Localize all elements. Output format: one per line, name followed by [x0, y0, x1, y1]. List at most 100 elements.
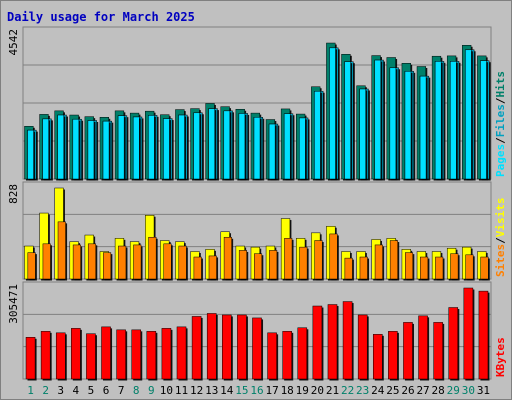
x-tick-label: 1 — [27, 384, 34, 397]
bar-sites-6 — [103, 252, 112, 280]
bar-sites-12 — [193, 256, 202, 280]
y-max-label: 828 — [7, 184, 20, 204]
bar-pages-1 — [27, 129, 34, 180]
x-tick-label: 23 — [356, 384, 369, 397]
bar-sites-3 — [57, 221, 66, 280]
bar-pages-20 — [314, 90, 321, 180]
bar-pages-4 — [72, 118, 80, 180]
series-kbytes — [25, 287, 490, 381]
bar-kbytes-19 — [297, 327, 308, 380]
x-tick-label: 12 — [190, 384, 203, 397]
y-max-label: 305471 — [7, 284, 20, 324]
bar-pages-18 — [283, 113, 291, 180]
bar-sites-8 — [133, 244, 142, 280]
bar-pages-13 — [208, 108, 215, 180]
bar-kbytes-23 — [357, 314, 368, 380]
side-legend: Pages/Files/Hits — [494, 71, 507, 177]
x-tick-label: 22 — [341, 384, 354, 397]
bar-sites-17 — [269, 250, 278, 280]
bar-kbytes-14 — [222, 314, 232, 380]
panel-hits-files-pages: 4542 Pages/Files/Hits — [7, 26, 507, 181]
bar-kbytes-28 — [433, 322, 443, 380]
series-sites — [27, 221, 490, 281]
bar-kbytes-3 — [55, 332, 66, 380]
bar-kbytes-29 — [448, 307, 459, 380]
bar-sites-25 — [389, 240, 398, 280]
side-legend: KBytes — [494, 337, 507, 377]
bar-kbytes-7 — [116, 329, 126, 380]
bar-sites-27 — [420, 256, 429, 280]
x-tick-label: 18 — [281, 384, 294, 397]
bar-kbytes-16 — [252, 317, 262, 380]
legend-files: Files — [494, 104, 507, 137]
bar-kbytes-9 — [146, 331, 157, 380]
x-tick-label: 31 — [477, 384, 490, 397]
legend-visits: Visits — [494, 198, 507, 238]
bar-kbytes-26 — [403, 322, 413, 380]
bar-pages-26 — [404, 71, 412, 180]
bar-kbytes-17 — [267, 332, 277, 380]
bar-kbytes-30 — [463, 287, 474, 380]
bar-sites-7 — [118, 245, 127, 280]
x-tick-label: 5 — [88, 384, 95, 397]
legend-pages: Pages — [494, 144, 507, 177]
bar-sites-20 — [314, 240, 323, 280]
bar-pages-22 — [344, 61, 351, 180]
side-legend: Sites/Visits — [494, 198, 507, 278]
x-tick-label: 10 — [160, 384, 173, 397]
panel-visits-sites: 828 Sites/Visits — [7, 181, 507, 281]
x-tick-label: 6 — [103, 384, 110, 397]
bar-kbytes-15 — [237, 314, 247, 380]
x-tick-label: 24 — [371, 384, 385, 397]
bar-sites-16 — [254, 253, 263, 280]
bar-sites-18 — [284, 238, 293, 280]
bar-sites-28 — [435, 256, 444, 280]
bar-kbytes-12 — [191, 316, 202, 380]
bar-pages-25 — [389, 67, 397, 180]
bar-sites-29 — [450, 253, 459, 280]
bar-pages-17 — [268, 123, 276, 180]
bar-pages-10 — [163, 118, 170, 180]
bar-pages-21 — [329, 47, 336, 180]
series-pages — [27, 47, 488, 181]
x-tick-label: 7 — [118, 384, 125, 397]
bar-kbytes-8 — [131, 329, 142, 380]
bar-kbytes-20 — [312, 305, 323, 380]
bar-sites-9 — [148, 236, 157, 280]
x-tick-label: 21 — [326, 384, 339, 397]
bar-sites-1 — [27, 252, 36, 280]
bar-sites-22 — [344, 257, 353, 280]
bar-pages-31 — [480, 60, 487, 180]
x-tick-label: 13 — [205, 384, 218, 397]
bar-pages-12 — [193, 112, 200, 180]
bar-kbytes-21 — [327, 304, 338, 380]
bar-sites-19 — [299, 246, 308, 280]
bar-kbytes-5 — [86, 333, 96, 380]
y-max-label: 4542 — [7, 29, 20, 56]
x-tick-label: 2 — [42, 384, 49, 397]
bar-kbytes-27 — [418, 315, 428, 380]
chart-title: Daily usage for March 2025 — [7, 10, 195, 24]
bar-kbytes-11 — [176, 326, 187, 380]
x-tick-label: 27 — [416, 384, 429, 397]
x-tick-label: 15 — [235, 384, 248, 397]
bar-pages-5 — [87, 120, 95, 180]
bar-sites-15 — [238, 250, 247, 280]
bar-kbytes-4 — [71, 328, 81, 380]
x-tick-label: 20 — [311, 384, 324, 397]
legend-sites: Sites — [494, 244, 507, 277]
x-tick-label: 14 — [220, 384, 234, 397]
bar-pages-11 — [178, 114, 185, 180]
x-tick-label: 4 — [73, 384, 80, 397]
bar-pages-28 — [434, 61, 442, 180]
bar-sites-21 — [329, 233, 338, 280]
bar-sites-2 — [42, 243, 51, 280]
x-tick-label: 30 — [462, 384, 475, 397]
x-tick-label: 17 — [265, 384, 278, 397]
bar-kbytes-13 — [206, 313, 217, 380]
bar-sites-13 — [208, 255, 217, 280]
bar-kbytes-10 — [161, 328, 172, 380]
bar-sites-14 — [223, 236, 232, 280]
bar-kbytes-31 — [478, 290, 489, 380]
bar-pages-6 — [102, 120, 110, 180]
